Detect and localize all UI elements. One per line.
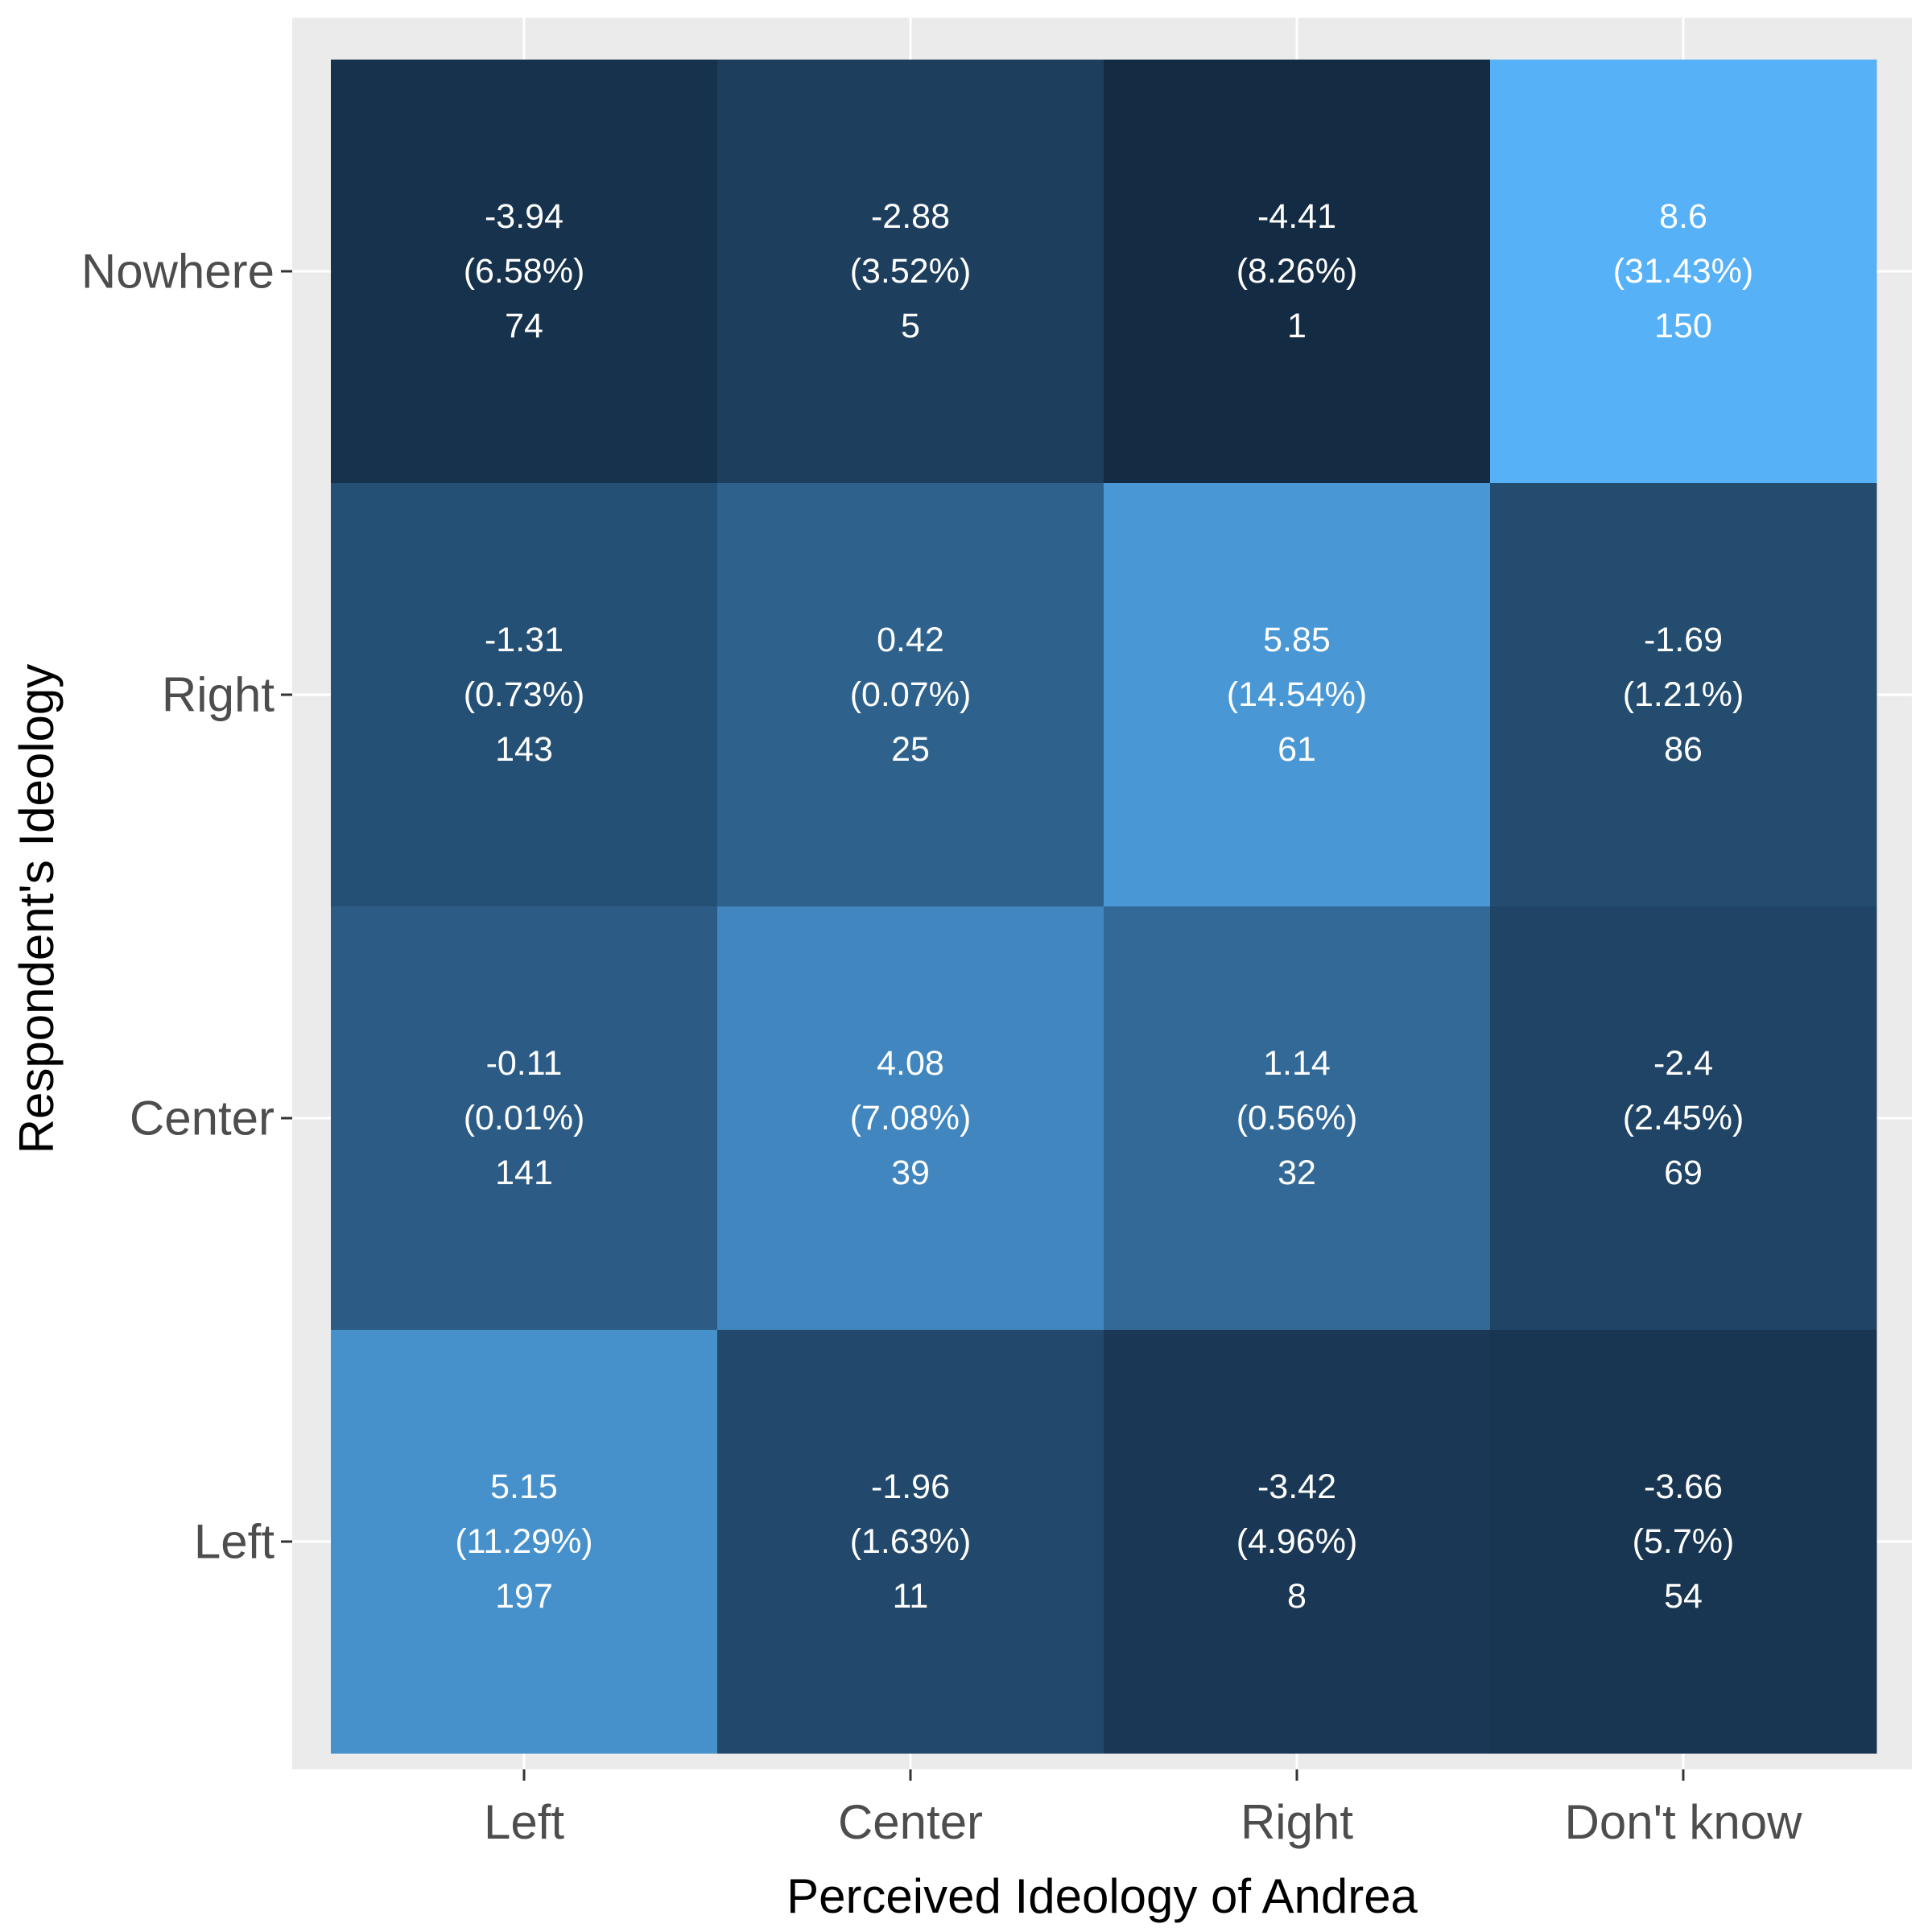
cell-center-left [331, 906, 718, 1331]
cell-right-center-value-label: 0.42 [877, 621, 944, 659]
y-axis-title: Respondent's Ideology [10, 664, 64, 1154]
x-axis: Left Center Right Don't know [484, 1769, 1802, 1849]
cell-nowhere-left-value-label: -3.94 [485, 197, 564, 236]
cell-nowhere-don-t-know-percent-label: (31.43%) [1613, 252, 1753, 291]
cell-center-don-t-know [1490, 906, 1877, 1331]
cell-left-don-t-know-percent-label: (5.7%) [1633, 1522, 1735, 1561]
cell-center-don-t-know-count-label: 69 [1664, 1154, 1703, 1192]
cell-nowhere-right [1104, 60, 1491, 484]
cell-center-left-percent-label: (0.01%) [464, 1099, 585, 1137]
cell-nowhere-left-count-label: 74 [505, 307, 543, 345]
cell-nowhere-left [331, 60, 718, 484]
x-tick-label-right: Right [1241, 1795, 1353, 1849]
x-axis-title: Perceived Ideology of Andrea [786, 1869, 1418, 1923]
cell-right-don-t-know [1490, 483, 1877, 907]
x-tick-label-don-t-know: Don't know [1565, 1795, 1803, 1849]
cell-center-right [1104, 906, 1491, 1331]
cell-right-right-percent-label: (14.54%) [1227, 675, 1367, 714]
y-axis: Left Center Right Nowhere [81, 245, 292, 1569]
cell-left-don-t-know-count-label: 54 [1664, 1577, 1703, 1616]
cell-center-left-count-label: 141 [495, 1154, 553, 1192]
cell-right-left-count-label: 143 [495, 730, 553, 769]
cell-right-right [1104, 483, 1491, 907]
cell-center-center-percent-label: (7.08%) [850, 1099, 972, 1137]
cell-center-right-count-label: 32 [1278, 1154, 1316, 1192]
cell-right-left-percent-label: (0.73%) [464, 675, 585, 714]
cell-right-left-value-label: -1.31 [485, 621, 564, 659]
cell-left-don-t-know-value-label: -3.66 [1644, 1468, 1723, 1506]
cell-left-right [1104, 1330, 1491, 1754]
cell-left-left [331, 1330, 718, 1754]
cell-nowhere-don-t-know-count-label: 150 [1654, 307, 1712, 345]
cell-center-center-value-label: 4.08 [877, 1044, 944, 1083]
cell-left-center [717, 1330, 1104, 1754]
cell-left-left-count-label: 197 [495, 1577, 553, 1616]
cell-right-center-count-label: 25 [891, 730, 930, 769]
cell-center-right-value-label: 1.14 [1263, 1044, 1331, 1083]
x-tick-label-center: Center [838, 1795, 983, 1849]
cell-nowhere-center-percent-label: (3.52%) [850, 252, 972, 291]
heatmap-cells [331, 60, 1877, 1754]
cell-nowhere-don-t-know [1490, 60, 1877, 484]
cell-left-don-t-know [1490, 1330, 1877, 1754]
cell-left-center-count-label: 11 [893, 1577, 929, 1616]
cell-right-right-value-label: 5.85 [1263, 621, 1331, 659]
cell-center-left-value-label: -0.11 [486, 1044, 563, 1083]
y-tick-label-right: Right [162, 668, 275, 722]
cell-left-left-value-label: 5.15 [490, 1468, 558, 1506]
cell-right-right-count-label: 61 [1278, 730, 1316, 769]
cell-nowhere-right-value-label: -4.41 [1257, 197, 1336, 236]
y-tick-label-left: Left [194, 1515, 275, 1569]
cell-right-left [331, 483, 718, 907]
cell-left-right-percent-label: (4.96%) [1236, 1522, 1358, 1561]
cell-right-don-t-know-count-label: 86 [1664, 730, 1703, 769]
cell-right-center [717, 483, 1104, 907]
cell-center-center [717, 906, 1104, 1331]
cell-center-don-t-know-percent-label: (2.45%) [1623, 1099, 1744, 1137]
cell-center-center-count-label: 39 [891, 1154, 930, 1192]
cell-center-right-percent-label: (0.56%) [1236, 1099, 1358, 1137]
cell-nowhere-right-percent-label: (8.26%) [1236, 252, 1358, 291]
cell-labels: -3.94 (6.58%) 74 -2.88 (3.52%) 5 -4.41 (8.26%) 1… [455, 197, 1753, 1616]
cell-nowhere-center [717, 60, 1104, 484]
x-tick-label-left: Left [484, 1795, 564, 1849]
cell-nowhere-center-value-label: -2.88 [871, 197, 950, 236]
cell-left-right-count-label: 8 [1287, 1577, 1307, 1616]
cell-right-don-t-know-percent-label: (1.21%) [1623, 675, 1744, 714]
cell-center-don-t-know-value-label: -2.4 [1653, 1044, 1713, 1083]
y-tick-label-nowhere: Nowhere [81, 245, 275, 299]
cell-left-center-percent-label: (1.63%) [850, 1522, 972, 1561]
cell-nowhere-center-count-label: 5 [901, 307, 920, 345]
cell-left-left-percent-label: (11.29%) [455, 1522, 592, 1561]
cell-nowhere-don-t-know-value-label: 8.6 [1659, 197, 1707, 236]
cell-right-don-t-know-value-label: -1.69 [1644, 621, 1723, 659]
cell-left-right-value-label: -3.42 [1257, 1468, 1336, 1506]
y-tick-label-center: Center [130, 1092, 275, 1146]
cell-right-center-percent-label: (0.07%) [850, 675, 972, 714]
cell-left-center-value-label: -1.96 [871, 1468, 950, 1506]
cell-nowhere-right-count-label: 1 [1287, 307, 1307, 345]
cell-nowhere-left-percent-label: (6.58%) [464, 252, 585, 291]
